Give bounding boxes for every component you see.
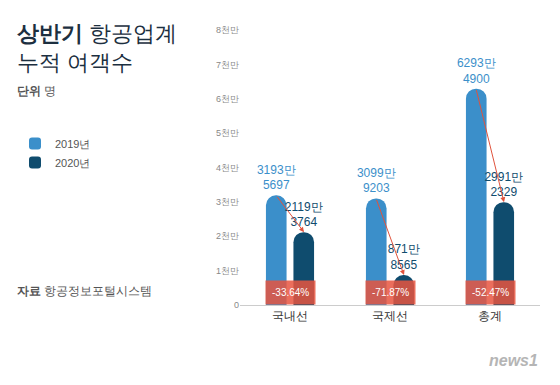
svg-text:-52.47%: -52.47% (472, 287, 509, 298)
svg-text:2019년: 2019년 (55, 138, 90, 150)
svg-text:단위 명: 단위 명 (17, 84, 56, 98)
svg-text:871만8565: 871만8565 (388, 242, 420, 272)
svg-text:총계: 총계 (478, 309, 502, 323)
svg-text:3천만: 3천만 (216, 197, 239, 207)
svg-text:news1: news1 (489, 352, 538, 369)
svg-text:8천만: 8천만 (216, 25, 239, 35)
svg-text:-71.87%: -71.87% (372, 287, 409, 298)
svg-text:5천만: 5천만 (216, 128, 239, 138)
svg-text:2020년: 2020년 (55, 157, 90, 169)
svg-text:2천만: 2천만 (216, 231, 239, 241)
svg-text:2119만3764: 2119만3764 (285, 200, 323, 230)
svg-text:2991만2329: 2991만2329 (484, 170, 523, 200)
svg-text:국제선: 국제선 (372, 309, 408, 323)
svg-text:-33.64%: -33.64% (272, 287, 309, 298)
svg-text:3099만9203: 3099만9203 (357, 166, 396, 196)
svg-text:1천만: 1천만 (216, 266, 239, 276)
svg-text:0: 0 (234, 300, 239, 310)
svg-text:국내선: 국내선 (272, 309, 308, 323)
svg-text:자료 항공정보포털시스템: 자료 항공정보포털시스템 (17, 284, 152, 298)
svg-text:6293만4900: 6293만4900 (457, 56, 496, 86)
svg-text:4천만: 4천만 (216, 163, 239, 173)
svg-text:6천만: 6천만 (216, 94, 239, 104)
svg-text:7천만: 7천만 (216, 60, 239, 70)
svg-text:상반기 항공업계누적 여객수: 상반기 항공업계누적 여객수 (17, 21, 177, 75)
svg-text:3193만5697: 3193만5697 (257, 163, 296, 193)
